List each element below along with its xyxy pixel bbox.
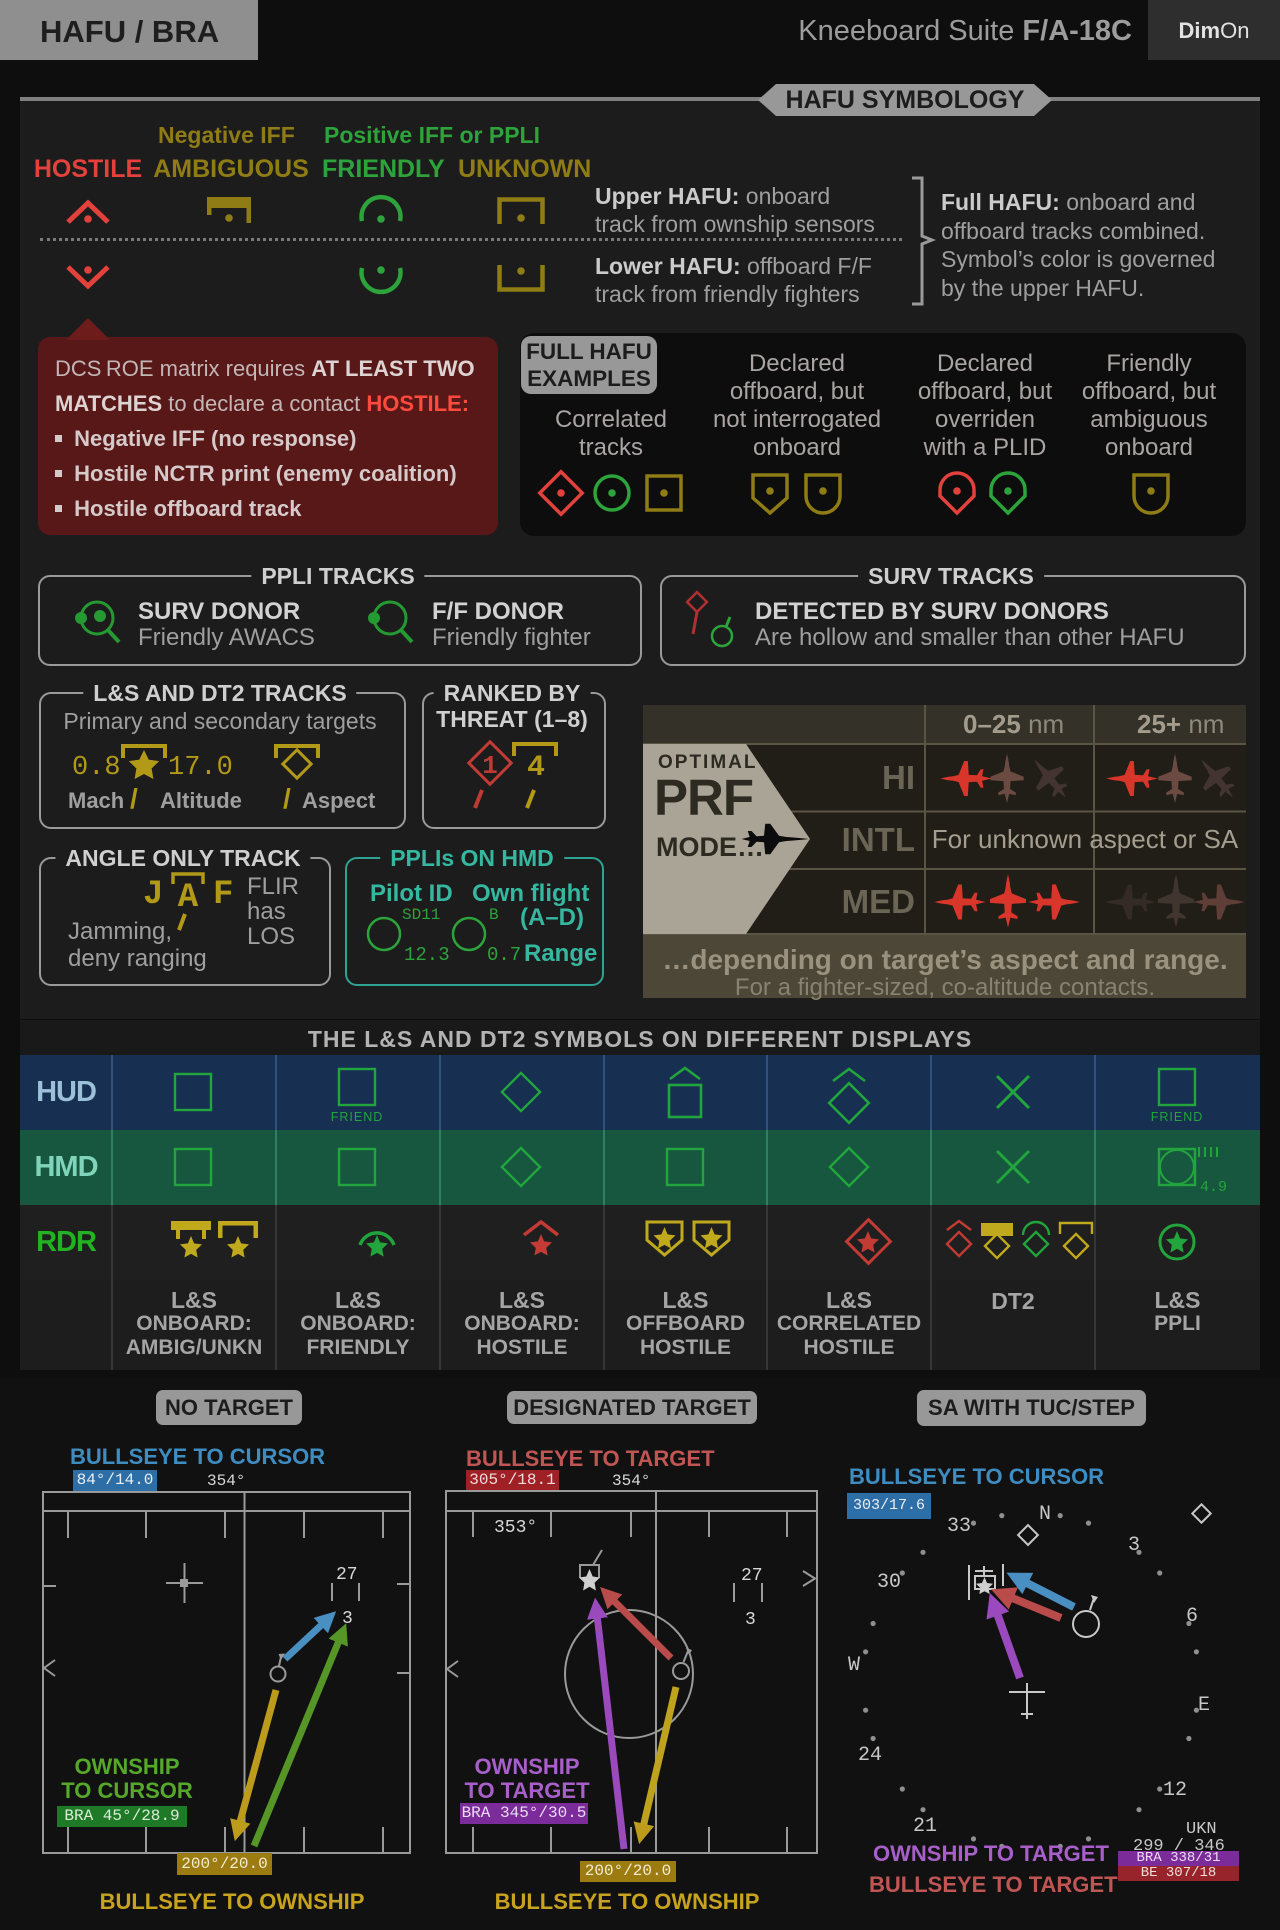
svg-text:OPTIMAL: OPTIMAL [658,752,758,773]
svg-text:For unknown aspect or SA: For unknown aspect or SA [932,824,1239,854]
svg-text:A: A [178,879,199,917]
svg-text:E: E [1198,1694,1210,1717]
svg-text:FRIEND: FRIEND [331,1110,384,1124]
svg-text:MED: MED [842,883,915,920]
svg-text:INTL: INTL [842,821,915,858]
svg-text:PRF: PRF [654,769,753,826]
svg-text:33: 33 [947,1515,971,1538]
svg-text:3: 3 [1128,1534,1140,1557]
svg-text:FRIEND: FRIEND [1151,1110,1204,1124]
svg-text:3: 3 [745,1610,756,1630]
svg-text:30: 30 [877,1571,901,1594]
svg-text:25+ nm: 25+ nm [1137,709,1224,739]
svg-text:HI: HI [882,759,915,796]
svg-text:27: 27 [336,1565,358,1585]
svg-text:6: 6 [1186,1605,1198,1628]
svg-text:4.9: 4.9 [1200,1179,1227,1196]
svg-text:N: N [1039,1503,1051,1526]
svg-text:3: 3 [342,1609,353,1629]
svg-text:21: 21 [913,1815,937,1838]
svg-text:4: 4 [527,751,545,785]
svg-text:27: 27 [741,1566,763,1586]
svg-text:24: 24 [858,1744,882,1767]
svg-text:0–25 nm: 0–25 nm [963,709,1064,739]
svg-text:MODE…: MODE… [656,832,764,862]
svg-text:W: W [848,1654,860,1677]
svg-text:12: 12 [1163,1779,1187,1802]
svg-text:1: 1 [482,751,498,781]
svg-text:353°: 353° [494,1518,537,1538]
